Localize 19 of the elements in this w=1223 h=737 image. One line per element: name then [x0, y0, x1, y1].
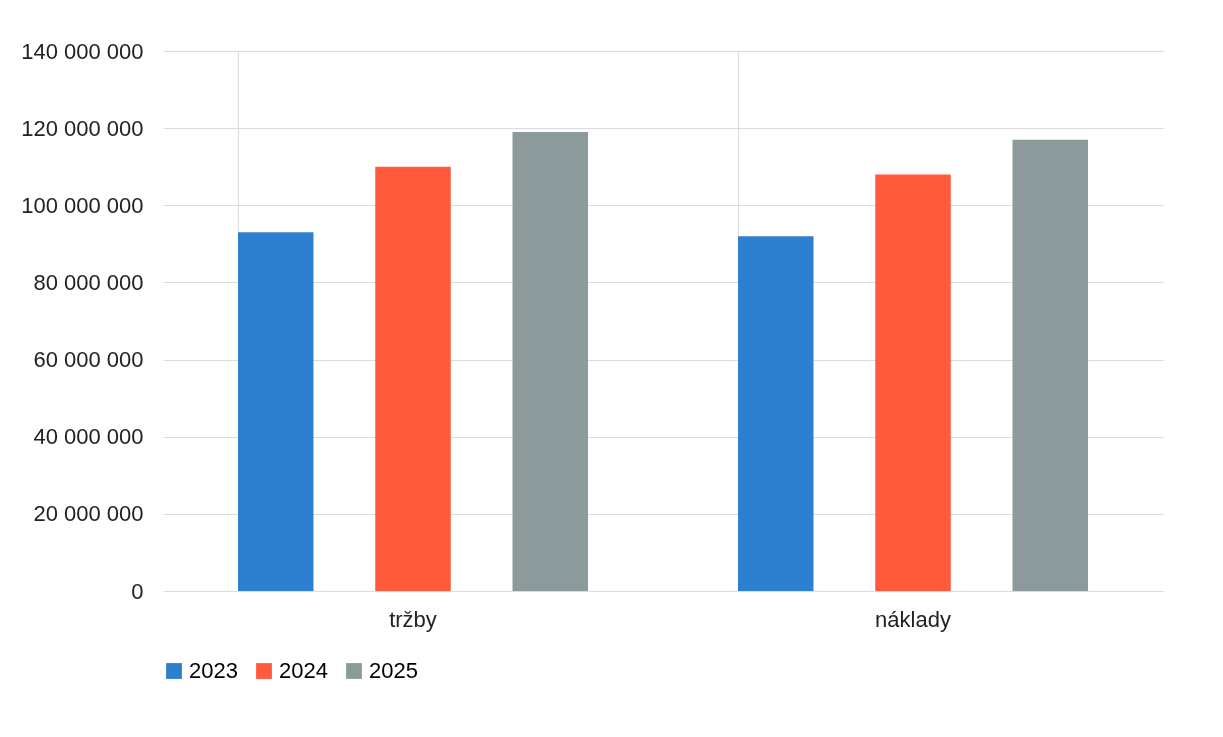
y-tick-label: 20 000 000 — [33, 501, 144, 527]
y-tick-label: 40 000 000 — [33, 424, 144, 450]
bar — [375, 166, 451, 591]
x-tick-label: tržby — [389, 606, 437, 632]
legend-label: 2025 — [369, 658, 418, 683]
bar — [512, 132, 588, 591]
y-tick-label: 60 000 000 — [33, 347, 144, 373]
bar — [238, 232, 314, 591]
x-tick-label: náklady — [875, 606, 951, 632]
y-tick-label: 0 — [131, 578, 144, 604]
bar — [1012, 139, 1088, 591]
legend-label: 2024 — [279, 658, 328, 683]
y-tick-label: 140 000 000 — [21, 38, 144, 64]
bar — [875, 174, 951, 591]
y-tick-label: 100 000 000 — [21, 192, 144, 218]
y-tick-label: 120 000 000 — [21, 115, 144, 141]
legend-label: 2023 — [189, 658, 238, 683]
bar — [738, 236, 814, 591]
y-tick-label: 80 000 000 — [33, 269, 144, 295]
